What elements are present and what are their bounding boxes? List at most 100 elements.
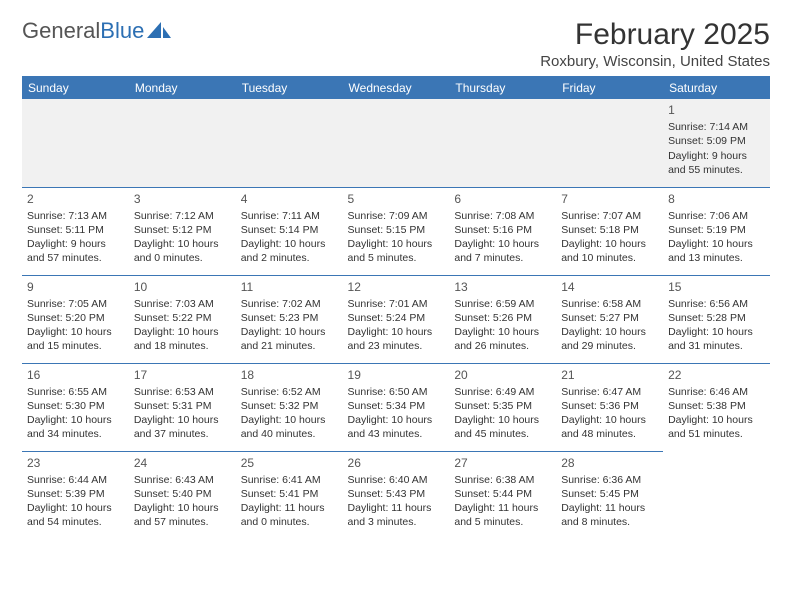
col-monday: Monday: [129, 77, 236, 99]
day-number: 21: [561, 367, 658, 383]
day-number: 23: [27, 455, 124, 471]
sunrise-text: Sunrise: 6:38 AM: [454, 473, 551, 487]
day1-text: Daylight: 10 hours: [134, 413, 231, 427]
day-number: 27: [454, 455, 551, 471]
sunrise-text: Sunrise: 6:36 AM: [561, 473, 658, 487]
day-cell: [22, 99, 129, 187]
sunrise-text: Sunrise: 6:53 AM: [134, 385, 231, 399]
sunrise-text: Sunrise: 6:55 AM: [27, 385, 124, 399]
sunrise-text: Sunrise: 7:06 AM: [668, 209, 765, 223]
day1-text: Daylight: 10 hours: [27, 413, 124, 427]
day2-text: and 55 minutes.: [668, 163, 765, 177]
day-number: 20: [454, 367, 551, 383]
day-cell: [343, 99, 450, 187]
day-number: 22: [668, 367, 765, 383]
sunrise-text: Sunrise: 6:59 AM: [454, 297, 551, 311]
day2-text: and 34 minutes.: [27, 427, 124, 441]
day2-text: and 0 minutes.: [241, 515, 338, 529]
day-cell: [236, 99, 343, 187]
sunrise-text: Sunrise: 6:44 AM: [27, 473, 124, 487]
day1-text: Daylight: 10 hours: [348, 413, 445, 427]
day-cell: 21Sunrise: 6:47 AMSunset: 5:36 PMDayligh…: [556, 363, 663, 451]
logo-text-blue: Blue: [100, 18, 144, 44]
sunset-text: Sunset: 5:09 PM: [668, 134, 765, 148]
day1-text: Daylight: 9 hours: [668, 149, 765, 163]
sunset-text: Sunset: 5:40 PM: [134, 487, 231, 501]
day-cell: 7Sunrise: 7:07 AMSunset: 5:18 PMDaylight…: [556, 187, 663, 275]
sunset-text: Sunset: 5:35 PM: [454, 399, 551, 413]
sunset-text: Sunset: 5:34 PM: [348, 399, 445, 413]
day-cell: 2Sunrise: 7:13 AMSunset: 5:11 PMDaylight…: [22, 187, 129, 275]
sunrise-text: Sunrise: 6:47 AM: [561, 385, 658, 399]
sunset-text: Sunset: 5:18 PM: [561, 223, 658, 237]
sunset-text: Sunset: 5:11 PM: [27, 223, 124, 237]
day2-text: and 2 minutes.: [241, 251, 338, 265]
day-cell: 9Sunrise: 7:05 AMSunset: 5:20 PMDaylight…: [22, 275, 129, 363]
day-cell: 18Sunrise: 6:52 AMSunset: 5:32 PMDayligh…: [236, 363, 343, 451]
sunrise-text: Sunrise: 6:52 AM: [241, 385, 338, 399]
day-number: 26: [348, 455, 445, 471]
day-cell: 16Sunrise: 6:55 AMSunset: 5:30 PMDayligh…: [22, 363, 129, 451]
day-cell: 23Sunrise: 6:44 AMSunset: 5:39 PMDayligh…: [22, 451, 129, 539]
day2-text: and 57 minutes.: [134, 515, 231, 529]
day1-text: Daylight: 10 hours: [561, 325, 658, 339]
week-row: 16Sunrise: 6:55 AMSunset: 5:30 PMDayligh…: [22, 363, 770, 451]
day1-text: Daylight: 10 hours: [27, 325, 124, 339]
day2-text: and 57 minutes.: [27, 251, 124, 265]
day1-text: Daylight: 10 hours: [27, 501, 124, 515]
day1-text: Daylight: 10 hours: [454, 237, 551, 251]
day1-text: Daylight: 10 hours: [241, 325, 338, 339]
day-cell: 6Sunrise: 7:08 AMSunset: 5:16 PMDaylight…: [449, 187, 556, 275]
logo-text-general: General: [22, 18, 100, 44]
day2-text: and 0 minutes.: [134, 251, 231, 265]
day-number: 16: [27, 367, 124, 383]
day2-text: and 40 minutes.: [241, 427, 338, 441]
location: Roxbury, Wisconsin, United States: [540, 53, 770, 70]
day1-text: Daylight: 10 hours: [241, 237, 338, 251]
page-title: February 2025: [540, 18, 770, 51]
day1-text: Daylight: 9 hours: [27, 237, 124, 251]
day-number: 3: [134, 191, 231, 207]
day1-text: Daylight: 10 hours: [561, 237, 658, 251]
sunset-text: Sunset: 5:41 PM: [241, 487, 338, 501]
page-header: GeneralBlue February 2025 Roxbury, Wisco…: [22, 18, 770, 70]
day-cell: 3Sunrise: 7:12 AMSunset: 5:12 PMDaylight…: [129, 187, 236, 275]
sunrise-text: Sunrise: 6:41 AM: [241, 473, 338, 487]
sunset-text: Sunset: 5:28 PM: [668, 311, 765, 325]
col-saturday: Saturday: [663, 77, 770, 99]
day-number: 5: [348, 191, 445, 207]
day-number: 25: [241, 455, 338, 471]
day-cell: 4Sunrise: 7:11 AMSunset: 5:14 PMDaylight…: [236, 187, 343, 275]
sunrise-text: Sunrise: 7:14 AM: [668, 120, 765, 134]
day1-text: Daylight: 10 hours: [241, 413, 338, 427]
day1-text: Daylight: 11 hours: [348, 501, 445, 515]
sunrise-text: Sunrise: 7:03 AM: [134, 297, 231, 311]
day2-text: and 3 minutes.: [348, 515, 445, 529]
day-cell: 26Sunrise: 6:40 AMSunset: 5:43 PMDayligh…: [343, 451, 450, 539]
day2-text: and 8 minutes.: [561, 515, 658, 529]
day1-text: Daylight: 10 hours: [134, 237, 231, 251]
day-number: 12: [348, 279, 445, 295]
day-cell: 28Sunrise: 6:36 AMSunset: 5:45 PMDayligh…: [556, 451, 663, 539]
day-number: 28: [561, 455, 658, 471]
day1-text: Daylight: 10 hours: [348, 237, 445, 251]
sunrise-text: Sunrise: 7:05 AM: [27, 297, 124, 311]
day1-text: Daylight: 11 hours: [241, 501, 338, 515]
day2-text: and 48 minutes.: [561, 427, 658, 441]
calendar-table: Sunday Monday Tuesday Wednesday Thursday…: [22, 77, 770, 539]
day2-text: and 31 minutes.: [668, 339, 765, 353]
day-number: 24: [134, 455, 231, 471]
col-friday: Friday: [556, 77, 663, 99]
day-cell: 15Sunrise: 6:56 AMSunset: 5:28 PMDayligh…: [663, 275, 770, 363]
sunset-text: Sunset: 5:43 PM: [348, 487, 445, 501]
day-cell: 22Sunrise: 6:46 AMSunset: 5:38 PMDayligh…: [663, 363, 770, 451]
day-number: 6: [454, 191, 551, 207]
sunset-text: Sunset: 5:44 PM: [454, 487, 551, 501]
sunrise-text: Sunrise: 6:50 AM: [348, 385, 445, 399]
calendar-page: GeneralBlue February 2025 Roxbury, Wisco…: [0, 0, 792, 549]
day-number: 10: [134, 279, 231, 295]
sunrise-text: Sunrise: 7:07 AM: [561, 209, 658, 223]
day-cell: 11Sunrise: 7:02 AMSunset: 5:23 PMDayligh…: [236, 275, 343, 363]
sunset-text: Sunset: 5:19 PM: [668, 223, 765, 237]
day1-text: Daylight: 10 hours: [454, 325, 551, 339]
